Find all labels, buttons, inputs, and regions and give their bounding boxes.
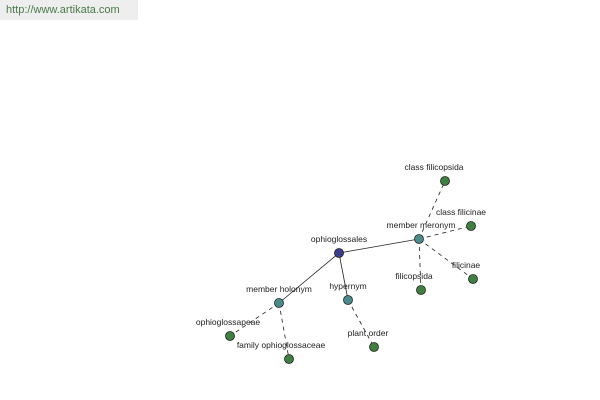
- node-label[interactable]: plant order: [348, 328, 389, 338]
- node[interactable]: [414, 234, 424, 244]
- edge: [278, 252, 340, 304]
- dashed-edge: [418, 238, 474, 280]
- node[interactable]: [274, 298, 284, 308]
- edge: [338, 252, 349, 301]
- dashed-edge: [229, 302, 280, 337]
- node[interactable]: [343, 295, 353, 305]
- dashed-edge: [347, 299, 375, 348]
- dashed-edge: [278, 302, 290, 360]
- dashed-edge: [418, 238, 422, 291]
- node-label[interactable]: ophioglossales: [311, 234, 367, 244]
- node-label[interactable]: hypernym: [329, 281, 366, 291]
- node-label[interactable]: class filicopsida: [404, 162, 463, 172]
- node-label[interactable]: member holonym: [246, 284, 312, 294]
- node-label[interactable]: filicinae: [452, 260, 481, 270]
- node[interactable]: [416, 285, 426, 295]
- node[interactable]: [284, 354, 294, 364]
- dashed-edge: [418, 225, 472, 240]
- node[interactable]: [334, 248, 344, 258]
- node-label[interactable]: filicopsida: [395, 271, 433, 281]
- node-label[interactable]: member meronym: [387, 220, 456, 230]
- node-label[interactable]: ophioglossapeae: [196, 317, 261, 327]
- node[interactable]: [468, 274, 478, 284]
- node[interactable]: [225, 331, 235, 341]
- node[interactable]: [466, 221, 476, 231]
- node[interactable]: [440, 176, 450, 186]
- dashed-edge: [418, 180, 446, 240]
- site-url[interactable]: http://www.artikata.com: [0, 0, 138, 20]
- node[interactable]: [369, 342, 379, 352]
- node-label[interactable]: class filicinae: [436, 207, 486, 217]
- node-label[interactable]: family ophioglossaceae: [237, 340, 326, 350]
- edge: [338, 238, 420, 254]
